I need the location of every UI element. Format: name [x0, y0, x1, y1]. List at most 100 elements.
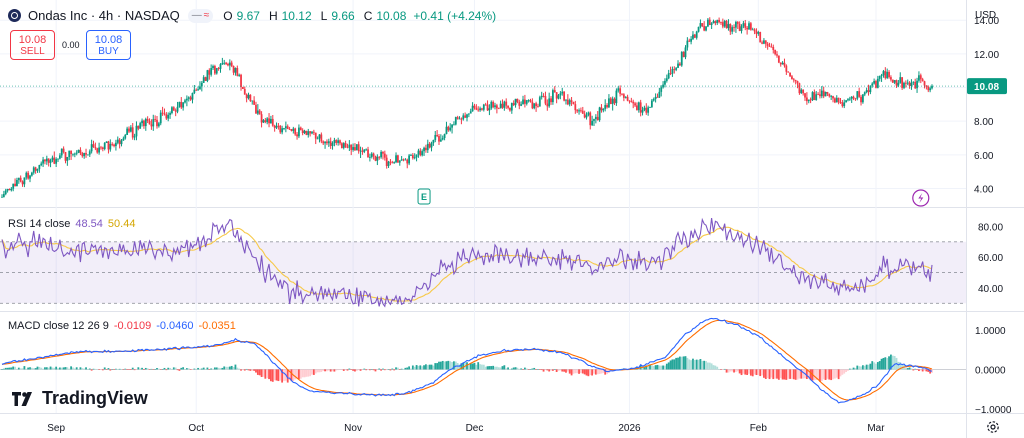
- candle-body: [783, 62, 786, 66]
- buy-button[interactable]: 10.08 BUY: [86, 30, 131, 60]
- macd-signal-line: [1, 319, 933, 401]
- candle-body: [594, 116, 597, 120]
- macd-histogram-bar: [510, 368, 513, 370]
- candle-body: [544, 96, 547, 104]
- candle-body: [486, 104, 489, 111]
- macd-histogram-bar: [219, 368, 222, 370]
- candle-body: [75, 152, 78, 154]
- candle-body: [903, 82, 905, 88]
- candle-body: [652, 98, 655, 101]
- candle-body: [822, 90, 825, 97]
- candle-body: [731, 27, 734, 32]
- macd-histogram-bar: [559, 369, 562, 371]
- macd-histogram-bar: [923, 369, 926, 371]
- macd-histogram-bar: [154, 369, 157, 370]
- macd-histogram-bar: [449, 361, 452, 370]
- macd-legend[interactable]: MACD close 12 26 9 -0.0109 -0.0460 -0.0351: [8, 320, 241, 332]
- candle-body: [116, 139, 119, 143]
- macd-histogram-bar: [8, 367, 11, 370]
- candle-body: [191, 92, 194, 100]
- candle-body: [678, 63, 681, 66]
- macd-histogram-bar: [374, 369, 377, 372]
- macd-histogram-bar: [731, 369, 734, 372]
- macd-histogram-bar: [64, 367, 67, 370]
- close-value: 10.08: [376, 8, 407, 23]
- candle-body: [200, 82, 203, 87]
- candle-body: [279, 125, 282, 133]
- currency-label[interactable]: USD: [975, 10, 997, 21]
- candle-body: [572, 101, 575, 105]
- macd-histogram-bar: [53, 367, 56, 370]
- macd-histogram-bar: [759, 369, 762, 377]
- macd-histogram-bar: [751, 369, 754, 377]
- macd-histogram-bar: [858, 366, 861, 370]
- macd-histogram-bar: [30, 367, 33, 370]
- macd-histogram-bar: [402, 369, 405, 370]
- macd-histogram-bar: [581, 369, 584, 374]
- macd-histogram-bar: [501, 366, 504, 370]
- macd-histogram-bar: [548, 369, 551, 372]
- candle-body: [714, 21, 717, 24]
- macd-histogram-bar: [805, 369, 808, 380]
- macd-histogram-bar: [305, 369, 308, 377]
- macd-histogram-bar: [899, 362, 902, 370]
- macd-histogram-bar: [690, 360, 692, 370]
- macd-histogram-bar: [240, 369, 242, 371]
- macd-histogram-bar: [878, 361, 881, 370]
- macd-histogram-bar: [318, 369, 321, 373]
- candle-body: [770, 46, 773, 48]
- candle-body: [122, 138, 125, 141]
- symbol-title[interactable]: Ondas Inc · 4h · NASDAQ: [28, 8, 180, 23]
- candle-body: [776, 54, 778, 56]
- candle-body: [725, 20, 728, 29]
- tradingview-logo[interactable]: TradingView: [12, 388, 148, 409]
- candle-body: [632, 101, 635, 104]
- macd-histogram-bar: [419, 365, 422, 370]
- macd-histogram-bar: [171, 368, 173, 370]
- candle-body: [126, 128, 129, 135]
- macd-histogram-bar: [574, 369, 577, 374]
- candle-body: [742, 23, 745, 27]
- candle-body: [324, 141, 326, 144]
- sell-button[interactable]: 10.08 SELL: [10, 30, 55, 60]
- candle-body: [305, 130, 308, 135]
- candle-body: [789, 72, 791, 77]
- macd-histogram-bar: [206, 367, 209, 370]
- macd-histogram-bar: [340, 369, 343, 370]
- candle-body: [563, 91, 566, 101]
- indicator-toggle-pill[interactable]: — ≈: [187, 8, 214, 23]
- macd-histogram-bar: [740, 369, 743, 376]
- macd-histogram-bar: [716, 366, 719, 370]
- macd-histogram-bar: [707, 362, 709, 370]
- candle-body: [464, 115, 467, 118]
- candle-body: [202, 77, 205, 83]
- chart-settings-icon[interactable]: [986, 420, 1000, 434]
- macd-histogram-bar: [279, 369, 282, 381]
- candle-body: [372, 153, 375, 157]
- macd-histogram-bar: [738, 369, 741, 374]
- macd-histogram-bar: [290, 369, 293, 382]
- candle-body: [656, 96, 659, 98]
- macd-histogram-bar: [884, 357, 887, 370]
- rsi-legend[interactable]: RSI 14 close 48.54 50.44: [8, 218, 140, 230]
- price-tick-label: 12.00: [974, 50, 999, 61]
- candle-body: [199, 86, 201, 90]
- macd-histogram-bar: [148, 369, 151, 370]
- macd-histogram-bar: [275, 369, 278, 381]
- candle-body: [835, 97, 838, 103]
- macd-histogram-bar: [45, 367, 48, 370]
- candle-body: [550, 98, 552, 103]
- macd-histogram-bar: [94, 368, 97, 370]
- candle-body: [805, 97, 808, 102]
- candle-body: [219, 64, 222, 69]
- macd-histogram-bar: [430, 364, 433, 370]
- candle-body: [234, 67, 237, 73]
- macd-histogram-bar: [176, 369, 179, 371]
- macd-histogram-bar: [542, 369, 545, 372]
- candle-body: [326, 141, 328, 144]
- candle-body: [382, 151, 384, 154]
- candle-body: [664, 80, 666, 85]
- candle-body: [172, 107, 175, 111]
- macd-histogram-bar: [473, 362, 476, 370]
